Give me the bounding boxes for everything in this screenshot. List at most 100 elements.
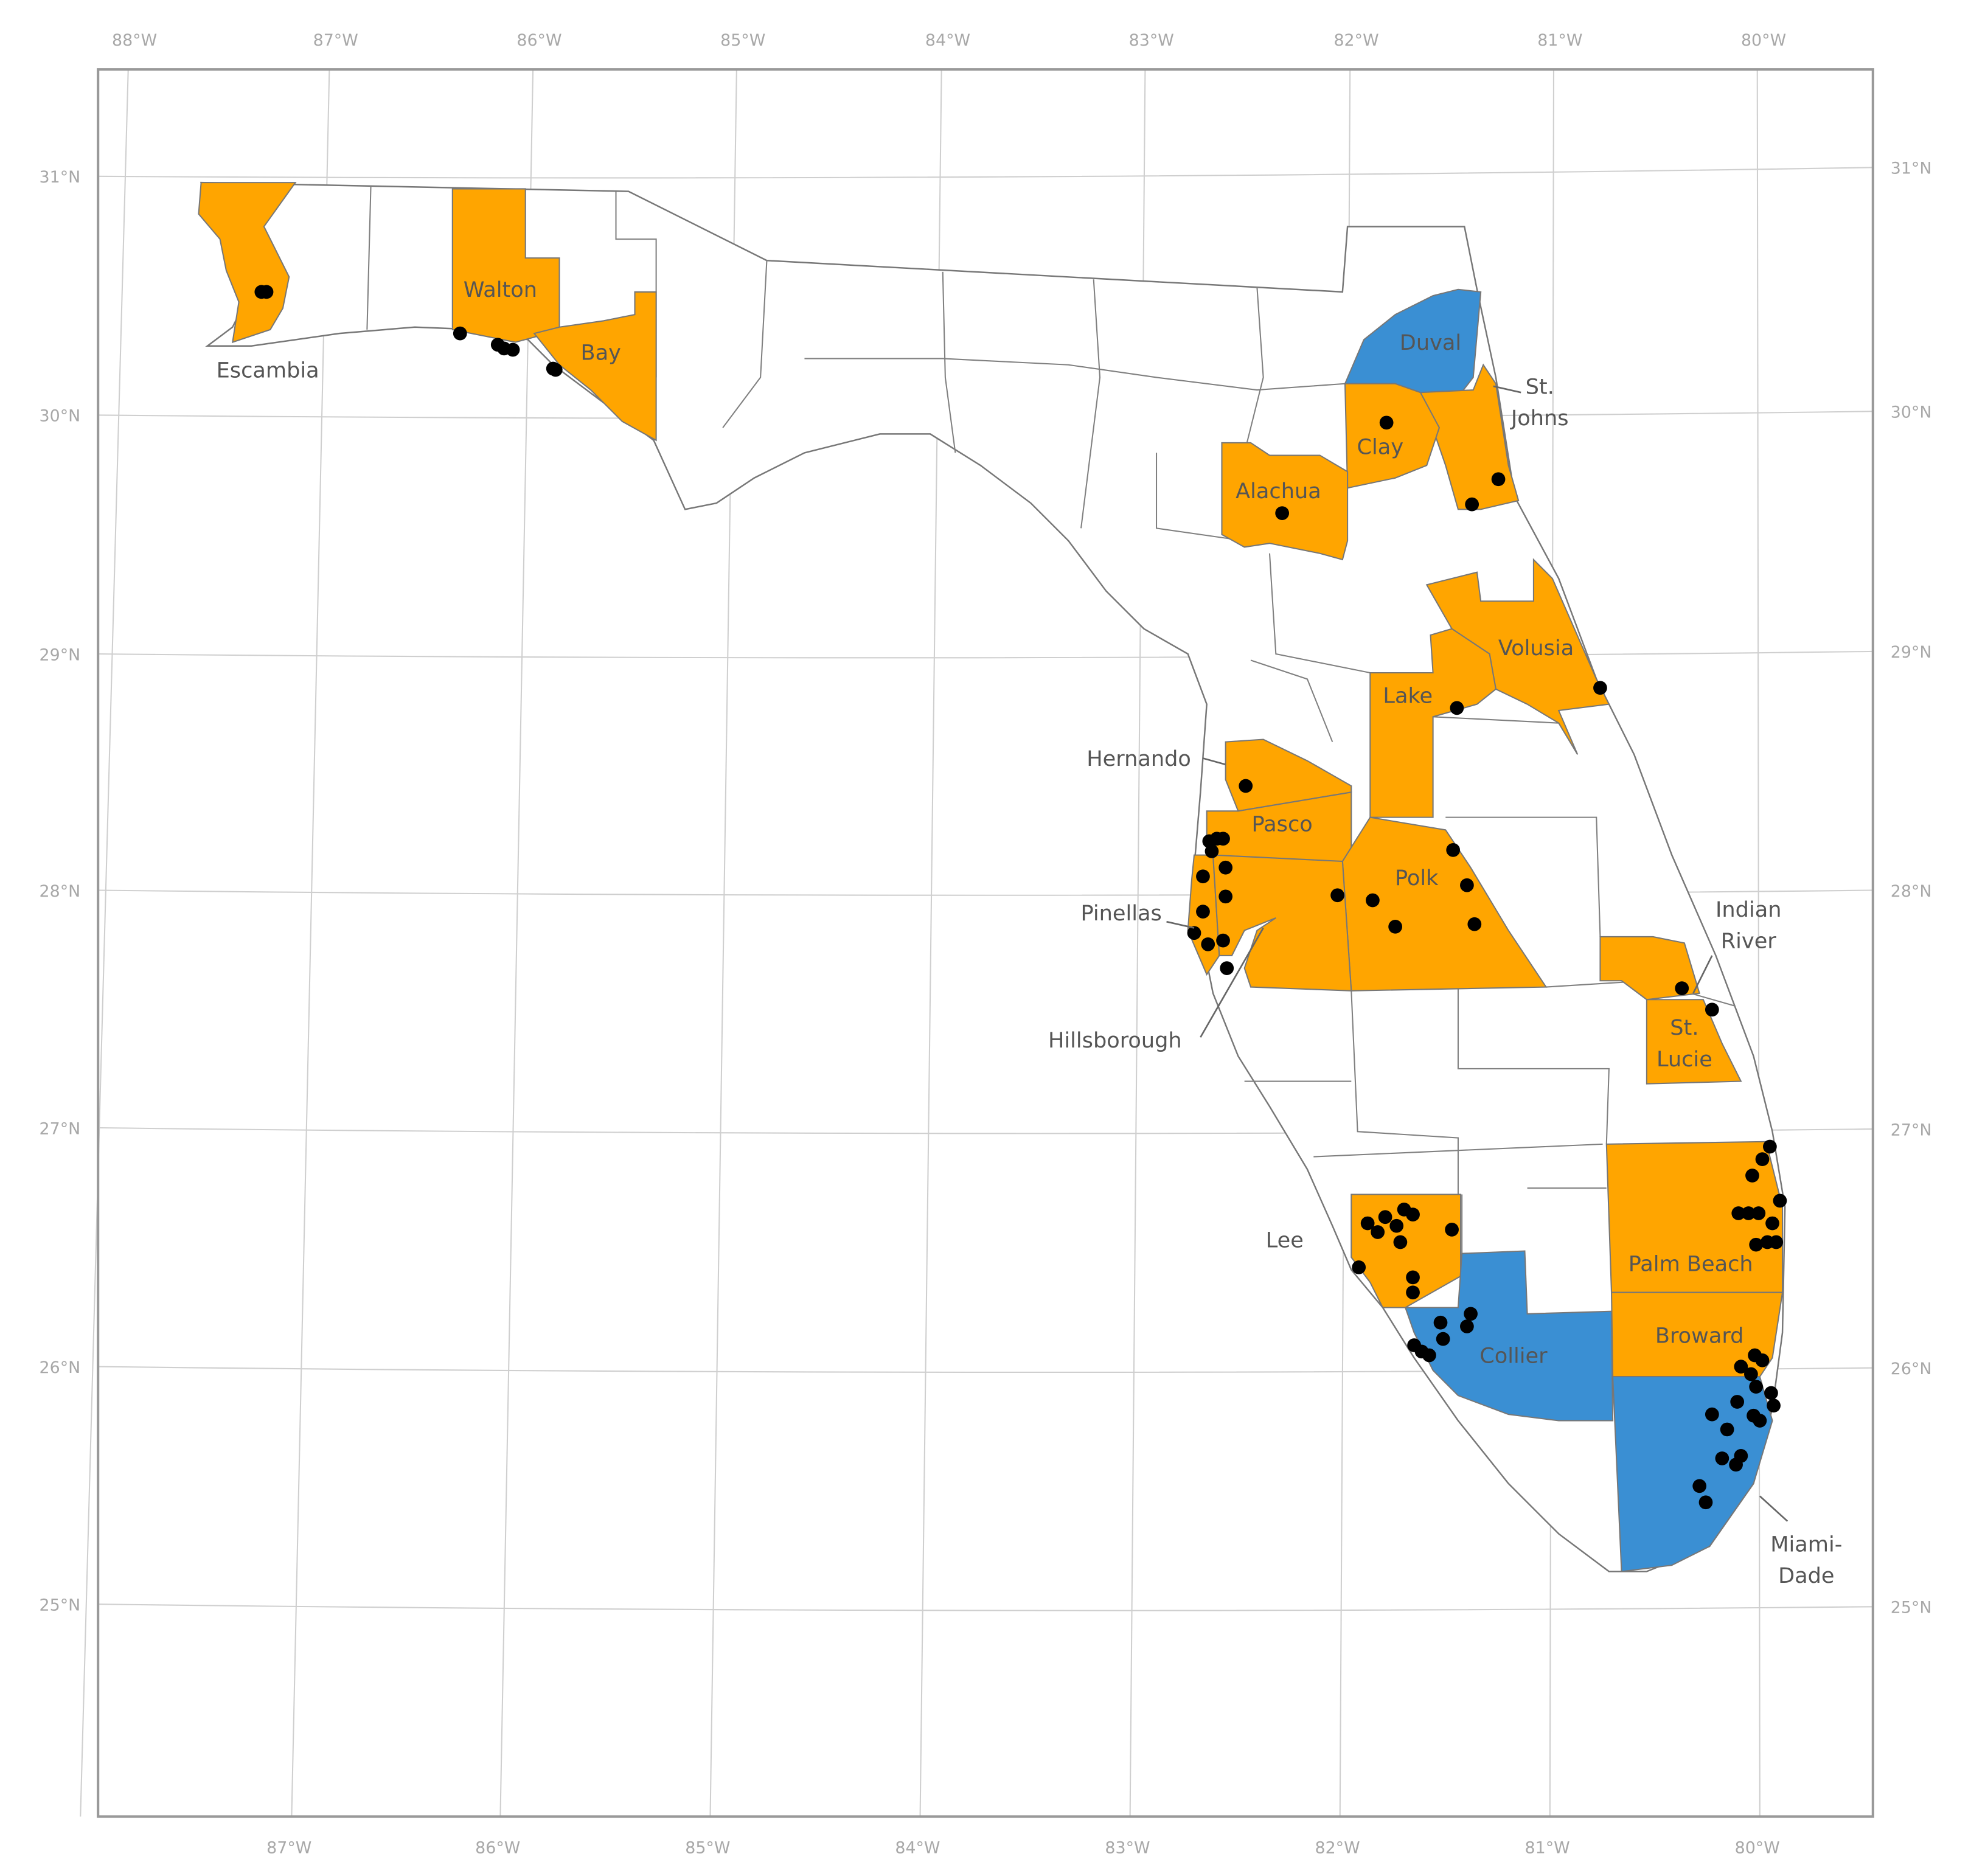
county-label: Palm Beach — [1629, 1252, 1753, 1277]
site-point — [1275, 506, 1290, 520]
meridian — [80, 69, 129, 1817]
lat-label-left: 31°N — [40, 168, 81, 187]
county — [1225, 738, 1352, 812]
lon-label-top: 83°W — [1129, 31, 1174, 50]
site-point — [1218, 889, 1233, 904]
site-point — [1675, 981, 1689, 996]
leader-lines — [1166, 385, 1788, 1522]
county-label: River — [1721, 929, 1777, 954]
site-point — [453, 326, 467, 341]
county-label: St. — [1670, 1015, 1698, 1040]
county — [1350, 1193, 1462, 1308]
site-point — [1593, 681, 1607, 695]
site-point — [1767, 1398, 1781, 1413]
site-point — [1445, 1223, 1459, 1237]
county-label: Collier — [1479, 1343, 1548, 1368]
site-point — [1753, 1414, 1767, 1428]
county-label: Volusia — [1498, 636, 1574, 661]
site-point — [1705, 1407, 1719, 1422]
site-point — [1352, 1260, 1366, 1274]
site-point — [1705, 1002, 1719, 1017]
map-frame — [97, 68, 1874, 1818]
meridian — [499, 69, 534, 1817]
site-point — [1464, 1307, 1478, 1321]
lon-label-top: 84°W — [925, 31, 970, 50]
meridian — [291, 69, 330, 1817]
county-label: Clay — [1357, 434, 1404, 459]
lat-label-right: 31°N — [1891, 159, 1932, 178]
lat-label-left: 25°N — [40, 1596, 81, 1614]
site-point — [1715, 1451, 1729, 1465]
lon-label-bottom: 87°W — [266, 1838, 311, 1857]
lon-label-top: 88°W — [112, 31, 157, 50]
site-point — [1745, 1169, 1759, 1183]
county — [1369, 628, 1497, 818]
county-label: Pasco — [1252, 811, 1313, 836]
site-point — [1491, 472, 1506, 487]
site-point — [1406, 1270, 1420, 1285]
lon-label-bottom: 82°W — [1315, 1838, 1360, 1857]
site-point — [1741, 1206, 1756, 1220]
site-point — [1731, 1206, 1746, 1220]
county — [1404, 1250, 1614, 1422]
site-point — [1730, 1395, 1745, 1409]
site-point — [1360, 1216, 1375, 1231]
county-label: Lucie — [1656, 1047, 1712, 1072]
county — [1419, 363, 1520, 510]
site-point — [1465, 497, 1479, 512]
site-point — [1196, 905, 1210, 919]
lat-label-right: 28°N — [1891, 882, 1932, 901]
site-point — [1450, 701, 1464, 715]
lat-label-right: 26°N — [1891, 1360, 1932, 1378]
site-point — [548, 363, 563, 377]
county — [1646, 999, 1742, 1085]
site-point — [1692, 1479, 1707, 1493]
site-point — [1765, 1216, 1779, 1231]
county-label: Miami- — [1770, 1532, 1842, 1557]
county-label: Dade — [1778, 1563, 1834, 1588]
county-label: Pinellas — [1080, 901, 1161, 926]
county-label: Bay — [581, 340, 621, 365]
lon-label-top: 82°W — [1333, 31, 1378, 50]
lat-label-left: 29°N — [40, 645, 81, 664]
county — [1612, 1376, 1773, 1572]
site-point — [1764, 1386, 1778, 1400]
lat-label-left: 26°N — [40, 1358, 81, 1377]
county-label: Escambia — [217, 358, 319, 383]
site-point — [1216, 933, 1230, 948]
site-point — [1729, 1457, 1743, 1472]
site-point — [1734, 1360, 1748, 1374]
county — [1341, 816, 1548, 992]
county-label: Johns — [1510, 406, 1569, 431]
lon-label-bottom: 81°W — [1525, 1838, 1570, 1857]
site-point — [1220, 961, 1234, 975]
site-point — [259, 285, 274, 299]
lat-label-left: 28°N — [40, 882, 81, 901]
county — [1605, 1141, 1784, 1293]
site-point — [1460, 878, 1474, 892]
site-point — [1204, 844, 1219, 858]
lon-label-top: 81°W — [1537, 31, 1582, 50]
county-label: Walton — [464, 277, 537, 302]
county — [1599, 936, 1701, 1001]
county — [1221, 442, 1349, 561]
county — [1344, 383, 1441, 489]
site-point — [1196, 869, 1210, 884]
county-labels: Escambia Walton Bay Duval St. Johns Clay Alachu… — [217, 277, 1843, 1588]
county-label: Hernando — [1086, 746, 1191, 771]
lon-label-bottom: 86°W — [475, 1838, 520, 1857]
lon-label-top: 85°W — [720, 31, 765, 50]
site-point — [1773, 1193, 1787, 1208]
lon-label-top: 80°W — [1741, 31, 1786, 50]
site-point — [1763, 1139, 1777, 1154]
site-point — [1467, 917, 1482, 931]
lon-label-bottom: 83°W — [1105, 1838, 1150, 1857]
county-label: Hillsborough — [1048, 1028, 1182, 1053]
site-point — [1698, 1495, 1713, 1510]
site-point — [1201, 937, 1215, 951]
site-point — [1422, 1348, 1436, 1363]
site-point — [1330, 888, 1344, 903]
meridian — [1756, 69, 1761, 1817]
county-label: Duval — [1400, 330, 1461, 355]
